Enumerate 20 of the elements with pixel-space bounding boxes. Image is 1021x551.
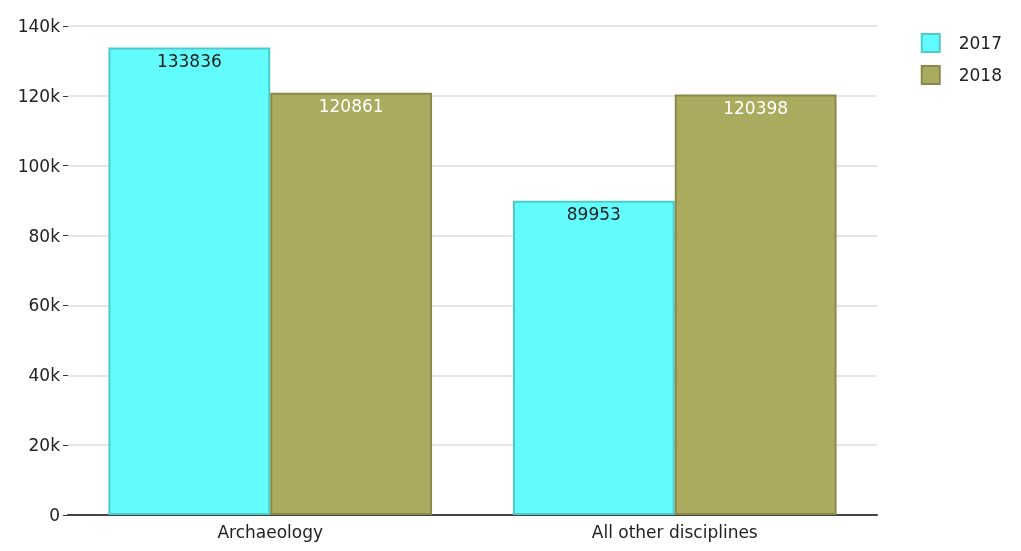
x-tick-label: Archaeology bbox=[217, 521, 324, 542]
legend-label: 2018 bbox=[958, 65, 1002, 85]
data-label: 120398 bbox=[723, 97, 789, 118]
y-tick-label: 100k bbox=[17, 155, 61, 176]
y-tick-label: 120k bbox=[17, 85, 61, 106]
data-label: 133836 bbox=[156, 51, 222, 72]
legend-label: 2017 bbox=[958, 33, 1002, 53]
y-tick-label: 60k bbox=[28, 295, 61, 316]
bar bbox=[108, 47, 271, 515]
y-tick-label: 140k bbox=[17, 16, 61, 36]
y-tick-label: 20k bbox=[28, 435, 61, 456]
y-tick-label: 0 bbox=[49, 505, 60, 525]
data-label: 89953 bbox=[566, 204, 621, 225]
bar bbox=[270, 92, 433, 515]
y-tick-label: 80k bbox=[28, 225, 61, 246]
bar bbox=[674, 94, 837, 515]
y-tick-label: 40k bbox=[28, 365, 61, 386]
x-tick-label: All other disciplines bbox=[591, 521, 758, 542]
bar bbox=[512, 200, 675, 515]
data-label: 120861 bbox=[318, 96, 384, 117]
